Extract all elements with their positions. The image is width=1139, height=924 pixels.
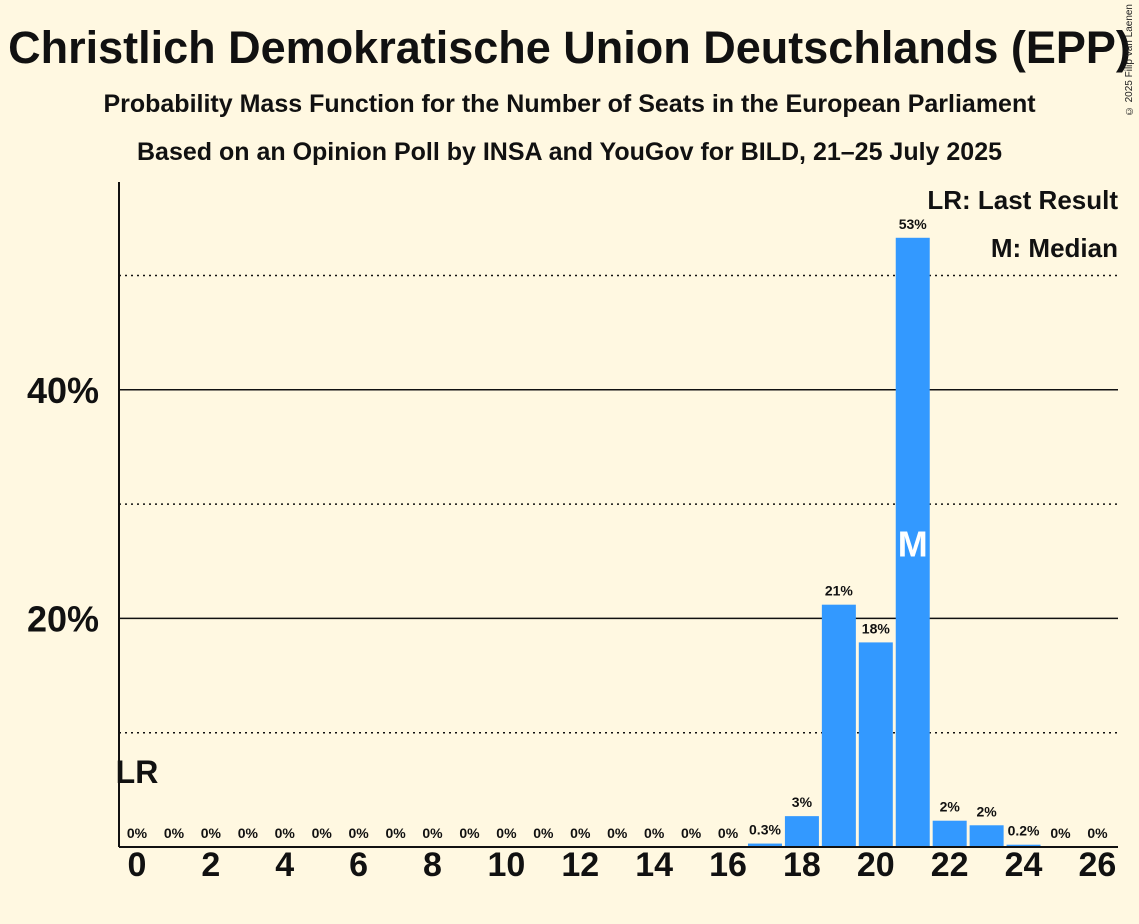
value-label: 2% [940, 799, 961, 815]
value-label: 0% [570, 825, 591, 841]
value-label: 0.2% [1008, 823, 1040, 839]
value-label: 0% [607, 825, 628, 841]
x-tick-label: 4 [275, 846, 294, 884]
value-label: 0% [1087, 825, 1108, 841]
x-tick-label: 22 [931, 846, 969, 884]
value-label: 0% [164, 825, 185, 841]
legend-median: M: Median [991, 233, 1118, 263]
bar [969, 825, 1004, 847]
bar [784, 816, 819, 847]
x-tick-label: 12 [561, 846, 599, 884]
bar [858, 642, 893, 847]
legend-last-result: LR: Last Result [927, 185, 1118, 215]
value-label: 18% [862, 620, 891, 636]
y-tick-label: 40% [27, 370, 99, 411]
gridlines [119, 274, 1118, 734]
value-label: 0% [201, 825, 222, 841]
median-marker: M [898, 523, 928, 564]
x-tick-label: 2 [201, 846, 220, 884]
last-result-marker: LR [116, 754, 159, 790]
value-label: 3% [792, 794, 813, 810]
value-label: 0% [1050, 825, 1071, 841]
value-label: 2% [977, 803, 998, 819]
value-label: 0% [312, 825, 333, 841]
value-labels: 0% 0% 0% 0% 0% 0% 0% 0% 0% 0% 0% 0% 0% 0% 0% 0% 0% 0.3% 3%… [116, 216, 1108, 841]
value-label: 0% [385, 825, 406, 841]
x-tick-label: 24 [1005, 846, 1043, 884]
value-label: 0% [459, 825, 480, 841]
bar [932, 820, 967, 847]
value-label: 53% [899, 216, 928, 232]
value-label: 0% [496, 825, 517, 841]
value-label: 0% [644, 825, 665, 841]
bar [895, 237, 930, 847]
value-label: 0% [238, 825, 259, 841]
value-label: 21% [825, 583, 854, 599]
bars [747, 237, 1041, 847]
value-label: 0% [127, 825, 148, 841]
x-tick-label: 8 [423, 846, 442, 884]
x-tick-label: 10 [487, 846, 525, 884]
value-label: 0% [275, 825, 296, 841]
x-tick-label: 6 [349, 846, 368, 884]
chart-subtitle: Probability Mass Function for the Number… [103, 90, 1036, 118]
chart-source-line: Based on an Opinion Poll by INSA and You… [136, 138, 1002, 166]
x-tick-label: 18 [783, 846, 821, 884]
x-tick-label: 14 [635, 846, 673, 884]
bar [821, 604, 856, 847]
value-label: 0% [681, 825, 702, 841]
chart-title: Christlich Demokratische Union Deutschla… [8, 22, 1131, 73]
y-tick-label: 20% [27, 598, 99, 639]
value-label: 0.3% [749, 822, 781, 838]
value-label: 0% [718, 825, 739, 841]
value-label: 0% [349, 825, 370, 841]
x-tick-label: 16 [709, 846, 747, 884]
x-tick-label: 0 [128, 846, 147, 884]
bar [1006, 844, 1041, 847]
value-label: 0% [422, 825, 443, 841]
bar [747, 843, 782, 847]
x-tick-label: 20 [857, 846, 895, 884]
x-tick-label: 26 [1079, 846, 1117, 884]
value-label: 0% [533, 825, 554, 841]
